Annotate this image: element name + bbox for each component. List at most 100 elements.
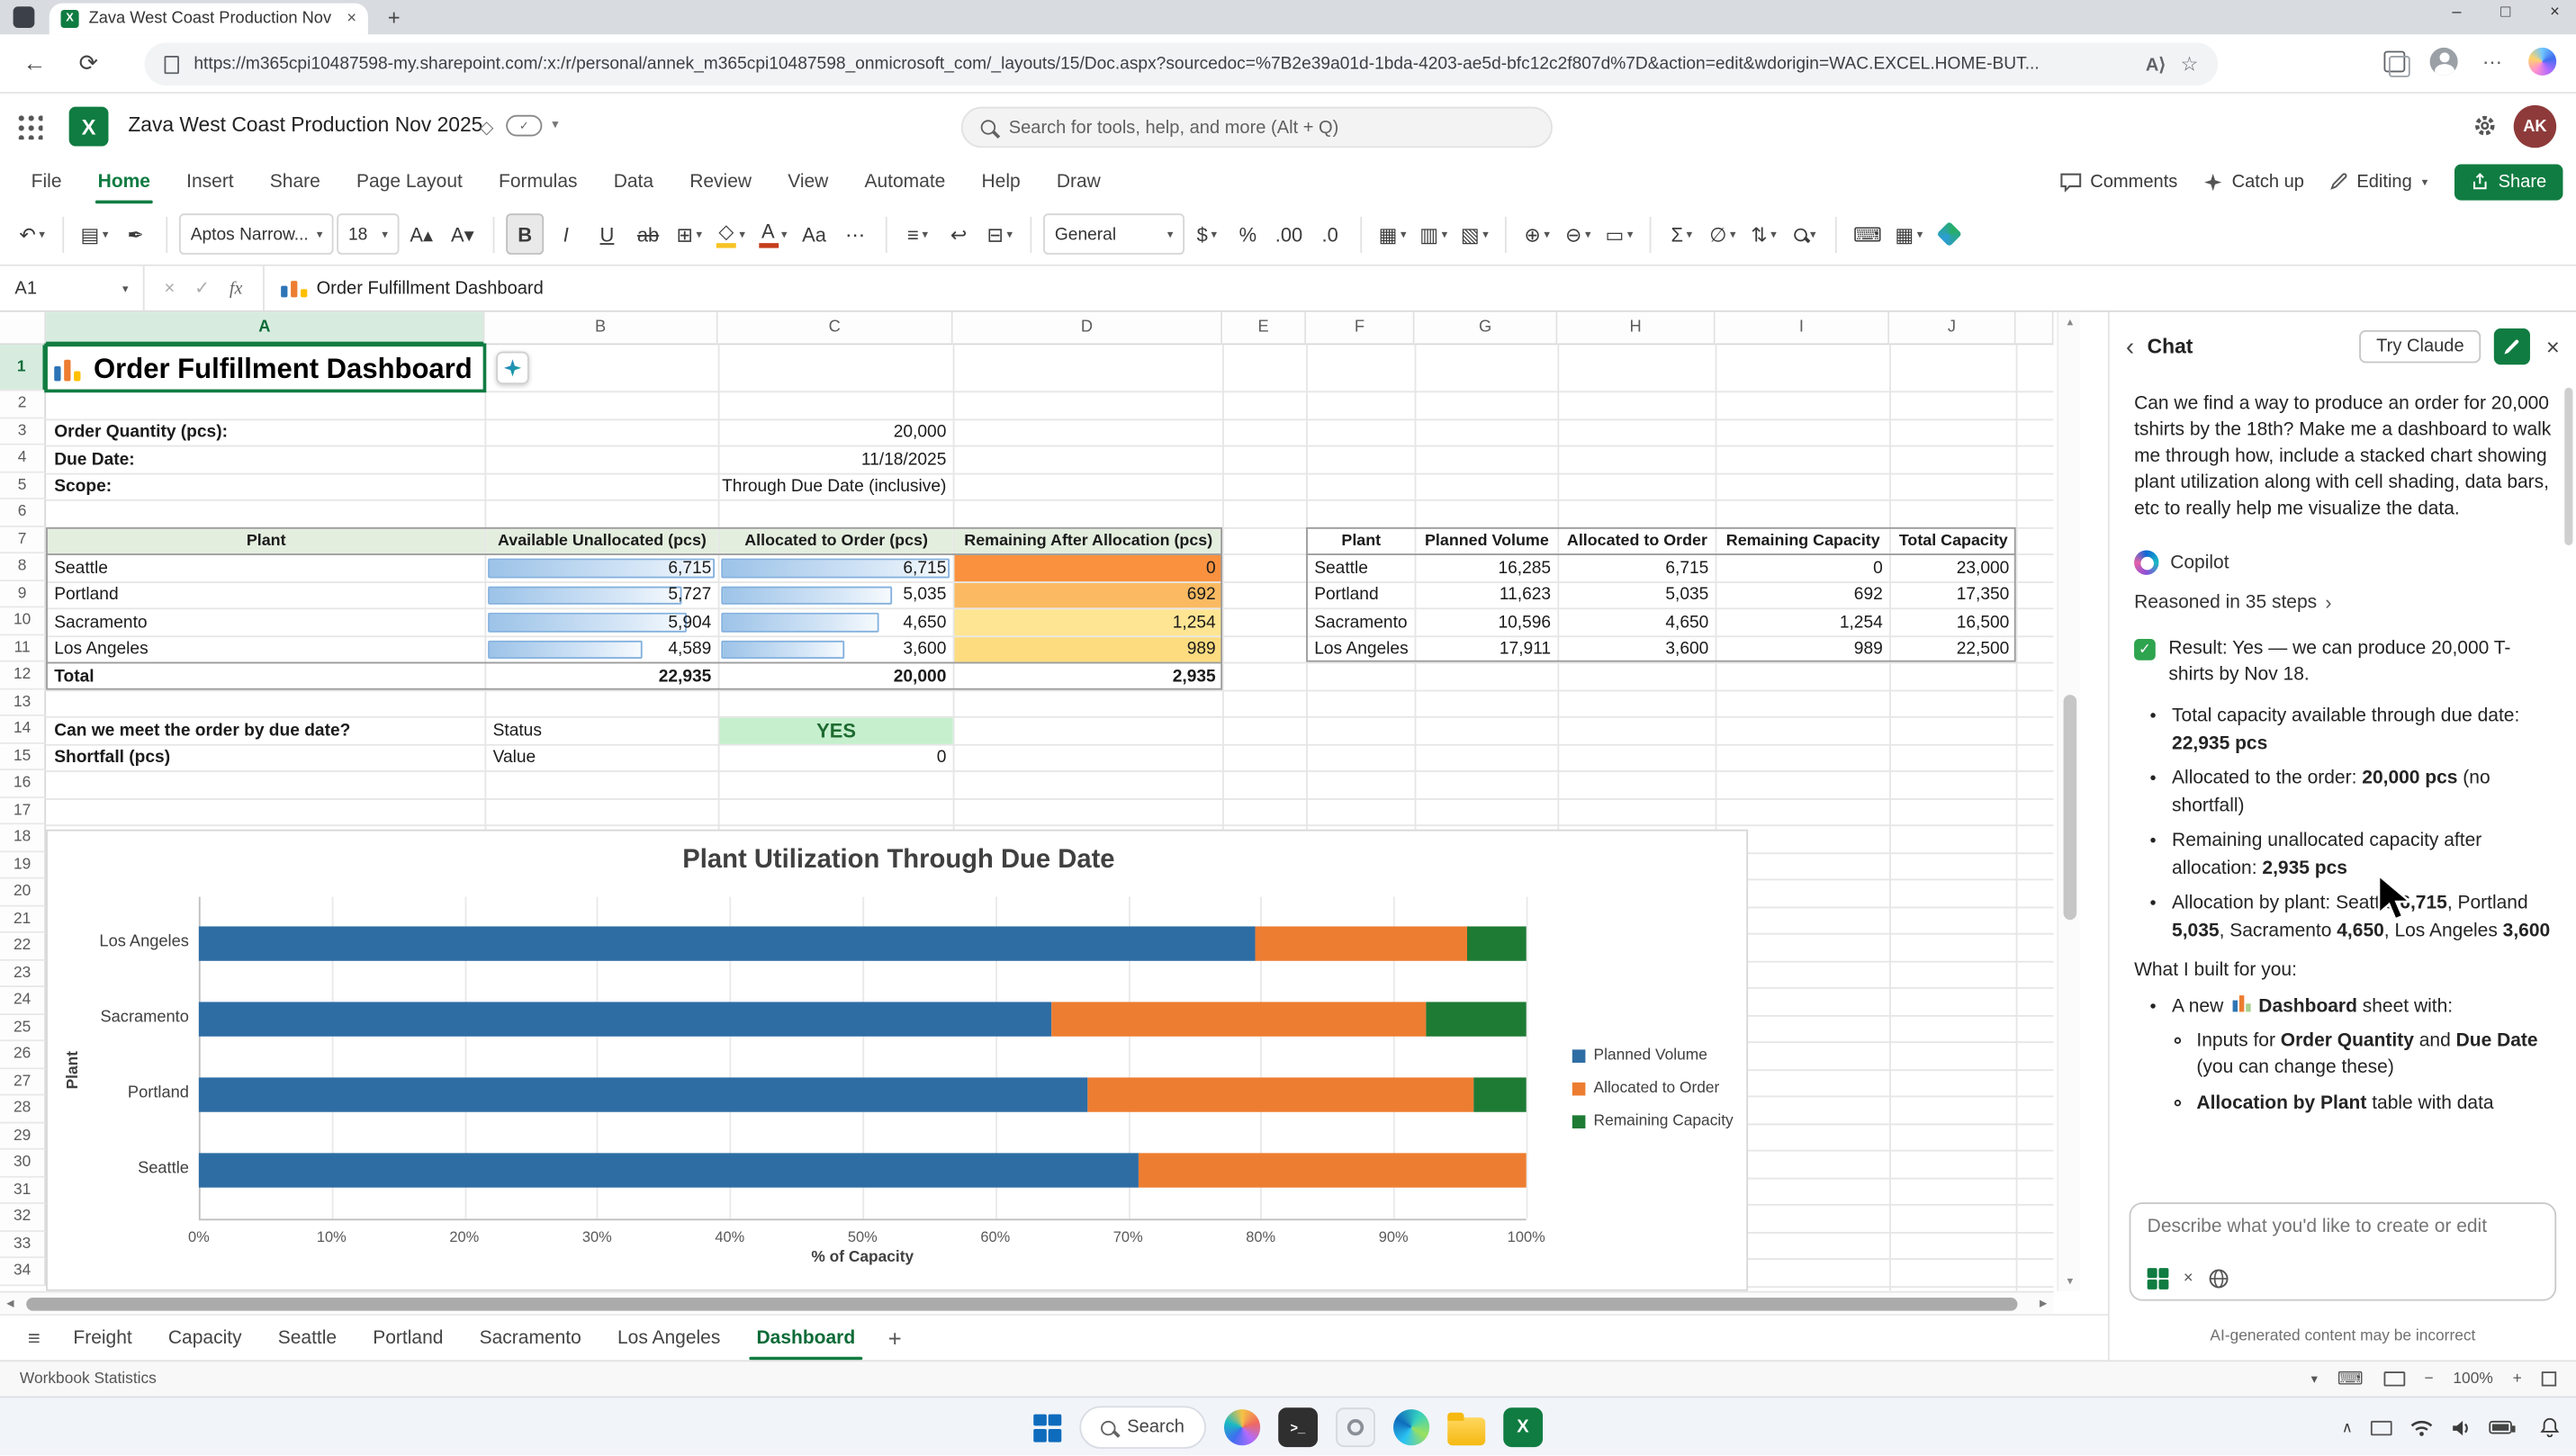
cell-A14[interactable]: Can we meet the order by due date? xyxy=(48,718,485,743)
battery-icon[interactable] xyxy=(2489,1421,2512,1434)
column-header-G[interactable]: G xyxy=(1415,312,1558,346)
cell-D7[interactable]: Remaining After Allocation (pcs) xyxy=(954,528,1222,553)
collapse-panel-icon[interactable]: ‹ xyxy=(2126,333,2134,361)
all-sheets-icon[interactable]: ≡ xyxy=(14,1326,56,1350)
format-as-table-button[interactable]: ▥▾ xyxy=(1415,213,1453,255)
ribbon-tab-formulas[interactable]: Formulas xyxy=(481,159,596,203)
font-size-select[interactable]: 18▾ xyxy=(337,213,399,255)
chat-scrollbar-thumb[interactable] xyxy=(2564,388,2572,545)
column-header-A[interactable]: A xyxy=(46,312,484,346)
cell-G8[interactable]: 16,285 xyxy=(1416,555,1557,580)
cell-C11[interactable]: 3,600 xyxy=(719,636,952,661)
undo-button[interactable]: ↶▾ xyxy=(14,213,51,255)
zoom-out-button[interactable]: − xyxy=(2424,1370,2433,1388)
cell-A11[interactable]: Los Angeles xyxy=(48,636,485,661)
row-header-12[interactable]: 12 xyxy=(0,662,46,689)
cell-C5[interactable]: Through Due Date (inclusive) xyxy=(719,474,952,499)
column-header-partial[interactable] xyxy=(2016,312,2054,346)
cell-D11[interactable]: 989 xyxy=(954,636,1222,661)
row-header-4[interactable]: 4 xyxy=(0,445,46,472)
add-sheet-button[interactable]: + xyxy=(873,1325,916,1351)
app-search-bar[interactable]: Search for tools, help, and more (Alt + … xyxy=(961,107,1553,148)
insert-cells-button[interactable]: ⊕▾ xyxy=(1518,213,1556,255)
shrink-font-button[interactable]: A▾ xyxy=(444,213,482,255)
cell-A8[interactable]: Seattle xyxy=(48,555,485,580)
column-header-F[interactable]: F xyxy=(1306,312,1414,346)
merge-center-button[interactable]: ⊟▾ xyxy=(981,213,1019,255)
taskbar-app-photos[interactable] xyxy=(1336,1407,1375,1447)
cell-B10[interactable]: 5,904 xyxy=(486,609,717,634)
taskbar-search[interactable]: Search xyxy=(1079,1406,1205,1448)
cell-C7[interactable]: Allocated to Order (pcs) xyxy=(719,528,952,553)
cell-A1[interactable]: Order Fulfillment Dashboard xyxy=(48,346,485,391)
settings-gear-icon[interactable] xyxy=(2472,113,2497,147)
volume-icon[interactable] xyxy=(2451,1418,2471,1436)
refresh-icon[interactable]: ⟳ xyxy=(79,49,98,77)
cell-I8[interactable]: 0 xyxy=(1716,555,1889,580)
row-header-19[interactable]: 19 xyxy=(0,851,46,878)
ribbon-tab-help[interactable]: Help xyxy=(963,159,1038,203)
row-header-2[interactable]: 2 xyxy=(0,391,46,418)
comments-button[interactable]: Comments xyxy=(2060,172,2177,192)
sheet-tab-capacity[interactable]: Capacity xyxy=(150,1316,260,1360)
tray-overflow-icon[interactable]: ∧ xyxy=(2342,1418,2353,1436)
cell-F7[interactable]: Plant xyxy=(1308,528,1415,553)
cell-I11[interactable]: 989 xyxy=(1716,636,1889,661)
sheet-tab-seattle[interactable]: Seattle xyxy=(260,1316,356,1360)
cell-C8[interactable]: 6,715 xyxy=(719,555,952,580)
cell-J11[interactable]: 22,500 xyxy=(1891,636,2016,661)
cell-B8[interactable]: 6,715 xyxy=(486,555,717,580)
cell-C14[interactable]: YES xyxy=(719,718,952,743)
italic-button[interactable]: I xyxy=(547,213,585,255)
ribbon-tab-home[interactable]: Home xyxy=(80,159,168,203)
status-chevron-icon[interactable]: ▾ xyxy=(2311,1371,2318,1386)
sheet-tab-freight[interactable]: Freight xyxy=(55,1316,149,1360)
grow-font-button[interactable]: A▴ xyxy=(402,213,440,255)
row-header-20[interactable]: 20 xyxy=(0,879,46,906)
close-chat-icon[interactable]: × xyxy=(2546,334,2560,360)
cell-I10[interactable]: 1,254 xyxy=(1716,609,1889,634)
favorite-star-icon[interactable]: ☆ xyxy=(2181,52,2199,76)
editing-mode-button[interactable]: Editing▾ xyxy=(2330,172,2427,192)
cell-G7[interactable]: Planned Volume xyxy=(1416,528,1557,553)
font-name-select[interactable]: Aptos Narrow...▾ xyxy=(179,213,334,255)
percent-button[interactable]: % xyxy=(1229,213,1266,255)
cell-G9[interactable]: 11,623 xyxy=(1416,582,1557,607)
taskbar-app-copilot[interactable] xyxy=(1224,1409,1260,1445)
ribbon-tab-review[interactable]: Review xyxy=(671,159,770,203)
cast-display-icon[interactable] xyxy=(2371,1420,2392,1434)
column-header-B[interactable]: B xyxy=(484,312,717,346)
select-all-corner[interactable] xyxy=(0,312,46,346)
number-format-select[interactable]: General▾ xyxy=(1043,213,1184,255)
browser-workspace-icon[interactable] xyxy=(14,6,35,28)
wrap-text-button[interactable]: ↩ xyxy=(940,213,977,255)
cell-C4[interactable]: 11/18/2025 xyxy=(719,446,952,472)
notification-bell-icon[interactable] xyxy=(2540,1417,2560,1437)
paste-button[interactable]: ▤▾ xyxy=(76,213,113,255)
cell-D9[interactable]: 692 xyxy=(954,582,1222,607)
scroll-left-icon[interactable]: ◂ xyxy=(6,1294,14,1312)
remove-context-icon[interactable]: × xyxy=(2184,1270,2193,1288)
format-painter-button[interactable]: ✒ xyxy=(117,213,155,255)
web-search-globe-icon[interactable] xyxy=(2208,1268,2229,1290)
browser-tab[interactable]: X Zava West Coast Production Nov × xyxy=(50,4,368,35)
row-header-23[interactable]: 23 xyxy=(0,960,46,987)
sheet-tab-portland[interactable]: Portland xyxy=(355,1316,461,1360)
conditional-formatting-button[interactable]: ▦▾ xyxy=(1374,213,1411,255)
vertical-scroll-thumb[interactable] xyxy=(2064,695,2077,920)
font-options-button[interactable]: Aa xyxy=(796,213,833,255)
find-button[interactable]: ▾ xyxy=(1786,213,1824,255)
delete-cells-button[interactable]: ⊖▾ xyxy=(1559,213,1597,255)
align-button[interactable]: ≡▾ xyxy=(898,213,936,255)
cell-F9[interactable]: Portland xyxy=(1308,582,1415,607)
row-header-6[interactable]: 6 xyxy=(0,499,46,526)
cell-D8[interactable]: 0 xyxy=(954,555,1222,580)
name-box[interactable]: A1▾ xyxy=(0,266,145,310)
workbook-context-chip-icon[interactable] xyxy=(2148,1268,2169,1290)
browser-more-icon[interactable]: ⋯ xyxy=(2482,50,2504,74)
new-tab-button[interactable]: + xyxy=(388,4,401,29)
row-header-21[interactable]: 21 xyxy=(0,906,46,933)
cell-C10[interactable]: 4,650 xyxy=(719,609,952,634)
spreadsheet-grid[interactable]: Plant Utilization Through Due Date 0%10%… xyxy=(0,312,2054,1291)
sheet-tab-dashboard[interactable]: Dashboard xyxy=(738,1316,873,1360)
